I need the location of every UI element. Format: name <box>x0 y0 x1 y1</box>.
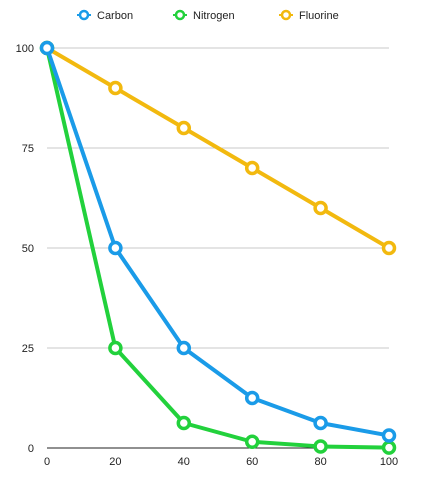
nitrogen-point <box>244 434 260 449</box>
legend-marker-icon <box>78 9 90 21</box>
x-tick-label: 100 <box>380 456 398 468</box>
carbon-line <box>45 46 391 438</box>
y-tick-label: 25 <box>22 343 34 355</box>
fluorine-point <box>108 80 123 96</box>
fluorine-point <box>313 200 328 216</box>
fluorine-point <box>176 120 192 136</box>
legend-item-fluorine: Fluorine <box>279 9 339 22</box>
legend-item-carbon: Carbon <box>77 9 133 22</box>
legend-label: Fluorine <box>299 10 339 22</box>
carbon-point <box>313 415 328 431</box>
y-axis-tick-labels: 0 25 50 75 100 <box>16 43 34 455</box>
y-tick-label: 50 <box>22 243 34 255</box>
legend-label: Carbon <box>97 10 133 22</box>
nitrogen-point <box>108 340 123 356</box>
x-tick-label: 0 <box>44 456 50 468</box>
legend: Carbon Nitrogen Fluorine <box>77 9 339 22</box>
series-layer <box>39 40 397 455</box>
y-tick-label: 75 <box>22 143 34 155</box>
nitrogen-point <box>176 415 192 431</box>
legend-item-nitrogen: Nitrogen <box>173 9 235 22</box>
fluorine-point <box>381 240 397 256</box>
legend-marker-icon <box>280 9 292 21</box>
y-tick-label: 100 <box>16 43 34 55</box>
x-tick-label: 40 <box>178 456 190 468</box>
carbon-point <box>176 340 192 356</box>
legend-marker-icon <box>174 9 186 21</box>
carbon-point <box>108 240 123 256</box>
carbon-point <box>244 390 260 406</box>
y-tick-label: 0 <box>28 443 34 455</box>
series-carbon <box>39 40 397 443</box>
fluorine-point <box>244 160 260 176</box>
carbon-point <box>381 428 397 443</box>
fluorine-line <box>45 46 391 250</box>
x-tick-label: 20 <box>109 456 121 468</box>
x-tick-label: 80 <box>314 456 326 468</box>
x-axis-tick-labels: 0 20 40 60 80 100 <box>44 456 398 468</box>
legend-label: Nitrogen <box>193 10 235 22</box>
nitrogen-point <box>381 440 397 455</box>
x-tick-label: 60 <box>246 456 258 468</box>
carbon-point <box>39 40 55 56</box>
nitrogen-point <box>313 439 328 454</box>
gridlines <box>47 47 389 449</box>
nitrogen-line <box>45 46 391 450</box>
